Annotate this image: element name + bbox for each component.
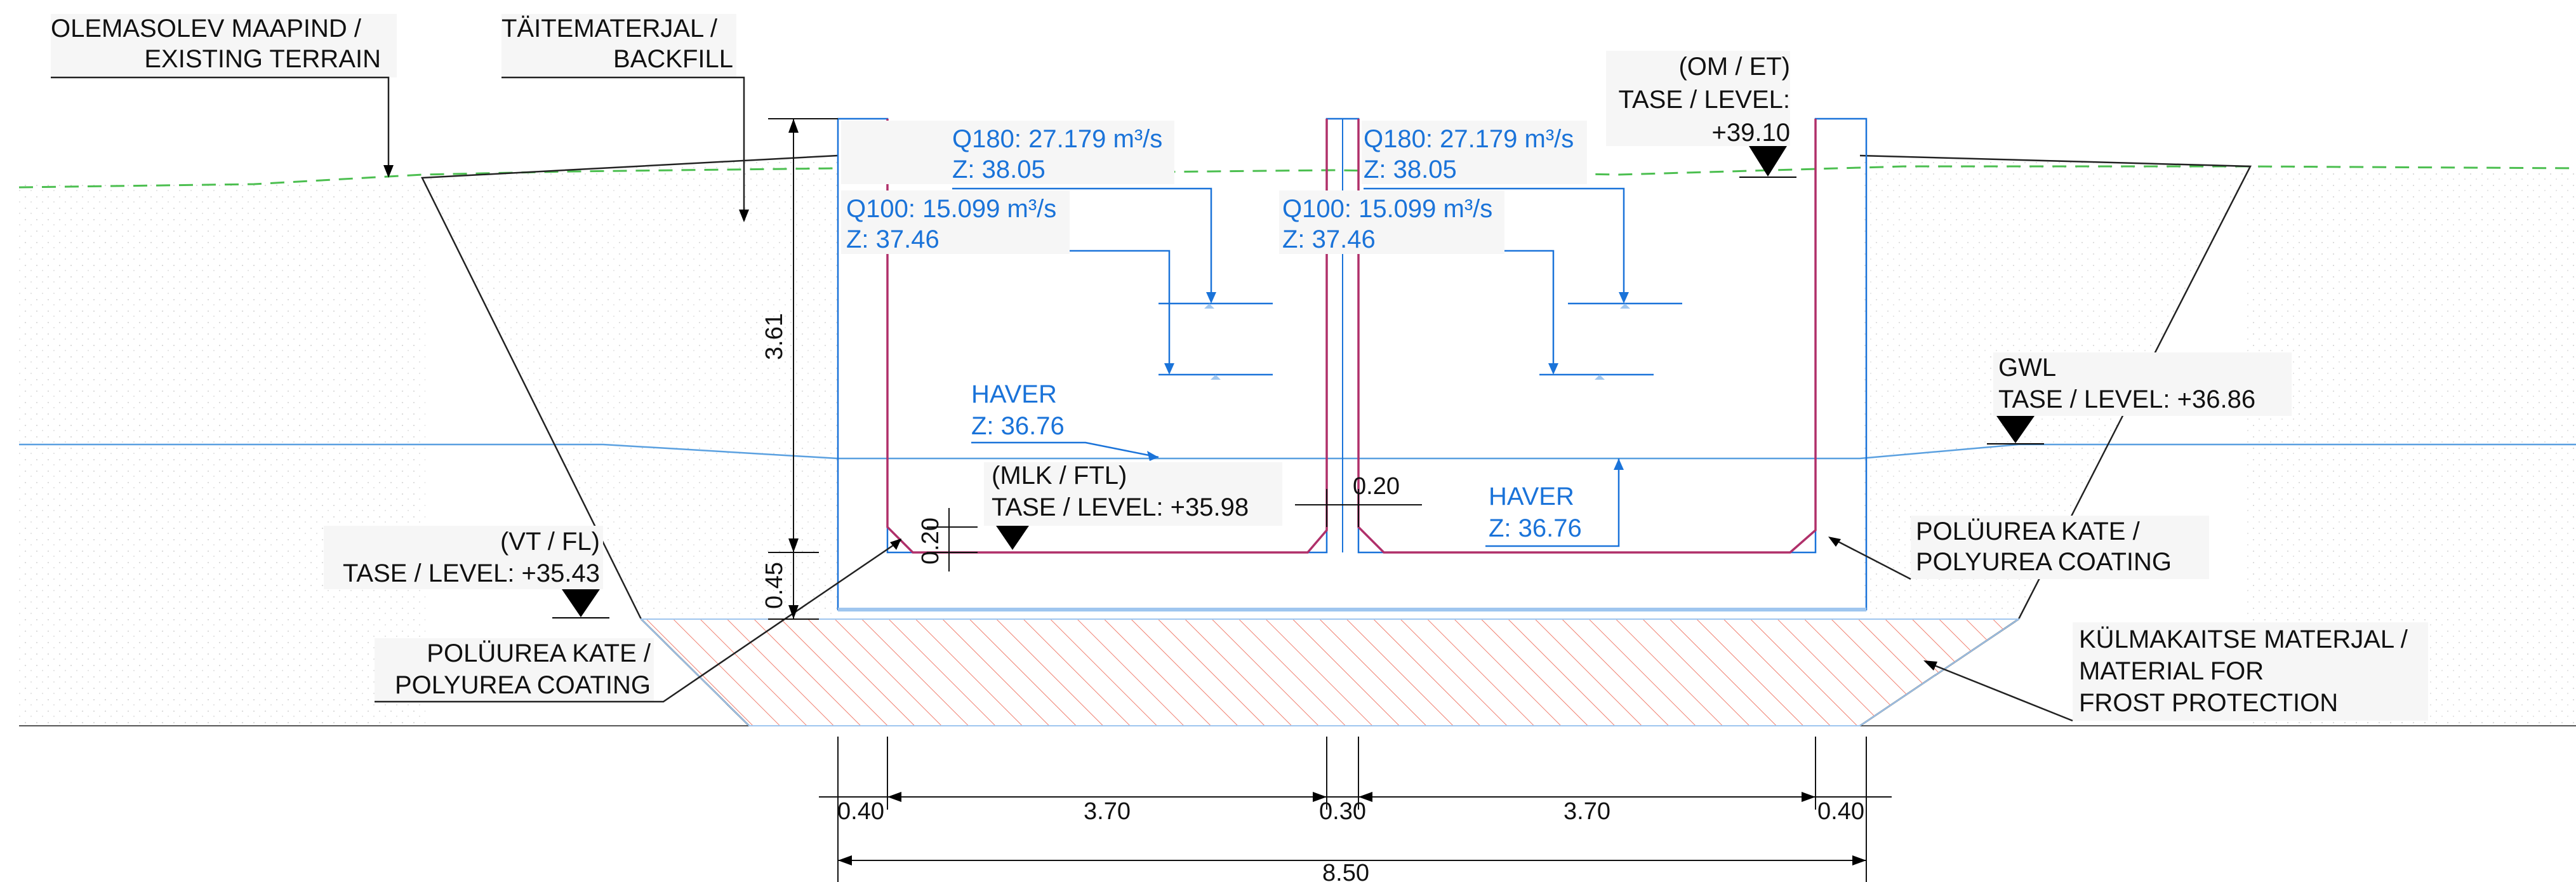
- q180-right-flow: Q180: 27.179 m³/s: [1364, 125, 1574, 153]
- floor-level-label-1: (MLK / FTL): [992, 462, 1127, 490]
- haver-right-label: HAVER: [1489, 483, 1574, 511]
- dim-width-2: 0.30: [1319, 798, 1366, 825]
- dimension-lines: [768, 118, 1892, 882]
- level-marker-foundation: [562, 589, 600, 617]
- top-level-label-2: TASE / LEVEL:: [1619, 86, 1791, 114]
- coating-right-cell: [1357, 119, 1817, 554]
- frost-label-3: FROST PROTECTION: [2079, 689, 2338, 717]
- backfill-label-2: BACKFILL: [613, 45, 733, 73]
- dim-width-3: 3.70: [1564, 798, 1610, 825]
- foundation-level-label-2: TASE / LEVEL: +35.43: [343, 559, 600, 587]
- q180-left-z: Z: 38.05: [952, 156, 1046, 184]
- frost-label-2: MATERIAL FOR: [2079, 657, 2264, 685]
- gwl-label-1: GWL: [1998, 354, 2056, 382]
- haver-left-z: Z: 36.76: [971, 412, 1065, 440]
- top-level-label-1: (OM / ET): [1678, 53, 1790, 81]
- dim-width-1: 3.70: [1084, 798, 1131, 825]
- level-marker-floor: [993, 522, 1032, 550]
- q100-right-z: Z: 37.46: [1282, 225, 1376, 253]
- q100-left-z: Z: 37.46: [846, 225, 939, 253]
- gwl-label-2: TASE / LEVEL: +36.86: [1998, 385, 2255, 413]
- existing-terrain-label-1: OLEMASOLEV MAAPIND /: [51, 15, 362, 43]
- level-marker-gwl: [1996, 416, 2035, 443]
- foundation-level-label-1: (VT / FL): [500, 528, 600, 556]
- q180-right-z: Z: 38.05: [1364, 156, 1457, 184]
- dim-width-4: 0.40: [1817, 798, 1864, 825]
- dim-height-3-61: 3.61: [761, 313, 788, 360]
- q100-right-flow: Q100: 15.099 m³/s: [1282, 195, 1492, 223]
- dim-width-0: 0.40: [837, 798, 884, 825]
- frost-label-1: KÜLMAKAITSE MATERJAL /: [2079, 625, 2408, 653]
- label-backgrounds: [51, 14, 2428, 721]
- coating-right-label-2: POLYUREA COATING: [1916, 548, 2172, 576]
- dim-wall-gap: 0.20: [1353, 473, 1400, 500]
- dim-height-0-20: 0.20: [917, 518, 944, 565]
- existing-terrain-label-2: EXISTING TERRAIN: [144, 45, 381, 73]
- top-level-label-3: +39.10: [1712, 119, 1790, 147]
- haver-right-z: Z: 36.76: [1489, 514, 1582, 542]
- level-marker-top: [1749, 146, 1787, 177]
- coating-left-label-1: POLÜUREA KATE /: [427, 639, 651, 667]
- coating-left-cell: [886, 119, 1328, 554]
- frost-protection-layer: [639, 618, 2021, 726]
- water-level-markers: [847, 187, 1682, 547]
- floor-level-label-2: TASE / LEVEL: +35.98: [992, 493, 1249, 521]
- q180-left-flow: Q180: 27.179 m³/s: [952, 125, 1162, 153]
- label-leaders: [51, 76, 2073, 722]
- backfill-label-1: TÄITEMATERJAL /: [501, 15, 718, 43]
- dim-total-width: 8.50: [1322, 860, 1369, 882]
- q100-left-flow: Q100: 15.099 m³/s: [846, 195, 1056, 223]
- dim-height-0-45: 0.45: [761, 562, 788, 609]
- coating-left-label-2: POLYUREA COATING: [395, 671, 651, 699]
- haver-left-label: HAVER: [971, 380, 1057, 408]
- coating-right-label-1: POLÜUREA KATE /: [1916, 518, 2141, 545]
- gwl-line: [19, 443, 2576, 460]
